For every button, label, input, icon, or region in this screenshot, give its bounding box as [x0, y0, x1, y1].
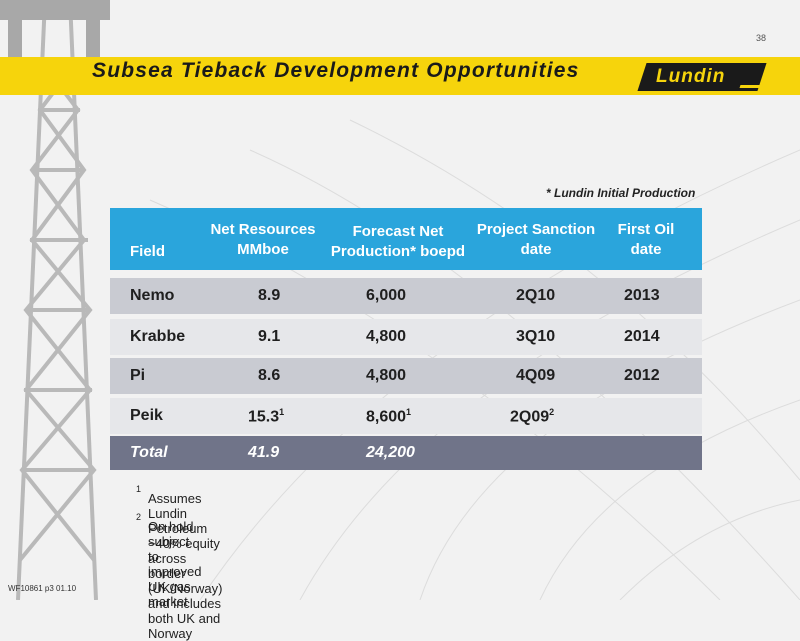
cell-field: Krabbe: [130, 328, 186, 345]
cell-field: Peik: [130, 407, 163, 424]
cell-first-oil: 2012: [624, 367, 660, 384]
header-field: Field: [130, 243, 166, 260]
footnote-number: 1: [136, 484, 142, 494]
header-sanction-line1: Project Sanction: [476, 221, 596, 238]
superscript: 1: [406, 407, 412, 417]
header-production-line1: Forecast Net: [352, 223, 444, 240]
logo-underline: [739, 85, 771, 88]
cell-resources: 9.1: [258, 328, 281, 345]
footnote-number: 2: [136, 512, 142, 522]
cell-production-value: 8,600: [366, 408, 407, 426]
cell-resources: 15.31: [248, 407, 284, 426]
initial-production-note: * Lundin Initial Production: [546, 186, 696, 200]
cell-sanction: 2Q10: [516, 287, 556, 304]
table-header: Field Net Resources MMboe Forecast Net P…: [110, 208, 702, 270]
header-resources-line2: MMboe: [237, 241, 289, 258]
header-first-oil-line1: First Oil: [617, 221, 675, 238]
cell-production: 4,800: [366, 328, 407, 345]
total-production: 24,200: [366, 444, 415, 461]
table-row: Krabbe 9.1 4,800 3Q10 2014: [110, 319, 702, 355]
superscript: 1: [279, 407, 285, 417]
page-title: Subsea Tieback Development Opportunities: [92, 59, 580, 82]
superscript: 2: [549, 407, 555, 417]
cell-sanction: 2Q092: [510, 407, 554, 426]
header-resources-line1: Net Resources: [210, 221, 316, 238]
cell-production: 6,000: [366, 287, 407, 304]
lundin-logo: Lundin: [637, 63, 779, 93]
total-resources: 41.9: [248, 444, 280, 461]
page-number: 38: [755, 33, 766, 43]
table-row: Peik 15.31 8,6001 2Q092: [110, 398, 702, 434]
header-resources: Net Resources MMboe: [208, 220, 318, 260]
table-row: Nemo 8.9 6,000 2Q10 2013: [110, 278, 702, 314]
header-production-line2: Production* boepd: [330, 243, 466, 260]
header-sanction: Project Sanction date: [474, 220, 598, 260]
cell-first-oil: 2014: [624, 328, 660, 345]
header-sanction-line2: date: [520, 241, 552, 258]
header-first-oil: First Oil date: [608, 220, 684, 260]
cell-field: Nemo: [130, 287, 175, 304]
cell-resources: 8.6: [258, 367, 281, 384]
cell-production: 4,800: [366, 367, 407, 384]
cell-sanction-value: 2Q09: [510, 408, 550, 426]
cell-resources: 8.9: [258, 287, 281, 304]
cell-field: Pi: [130, 367, 146, 384]
footnote-text: On hold subject to improved UK gas marke…: [148, 519, 202, 609]
header-production: Forecast Net Production* boepd: [328, 222, 468, 262]
total-label: Total: [130, 444, 168, 461]
header-first-oil-line2: date: [630, 241, 662, 258]
cell-resources-value: 15.3: [248, 408, 280, 426]
table-total-row: Total 41.9 24,200: [110, 436, 702, 470]
table-row: Pi 8.6 4,800 4Q09 2012: [110, 358, 702, 394]
cell-production: 8,6001: [366, 407, 411, 426]
cell-sanction: 4Q09: [516, 367, 556, 384]
logo-text: Lundin: [656, 66, 726, 87]
cell-sanction: 3Q10: [516, 328, 556, 345]
development-table: Field Net Resources MMboe Forecast Net P…: [110, 208, 702, 470]
document-id: WF10861 p3 01.10: [8, 584, 77, 593]
cell-first-oil: 2013: [624, 287, 660, 304]
